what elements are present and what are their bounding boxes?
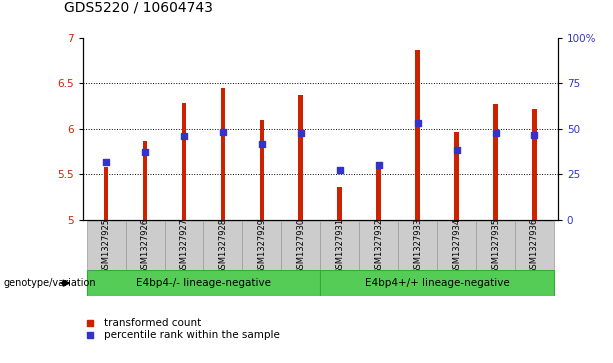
Bar — [86, 270, 321, 296]
Point — [101, 160, 111, 166]
Bar — [299, 95, 303, 220]
Text: GSM1327933: GSM1327933 — [413, 218, 422, 274]
Text: genotype/variation: genotype/variation — [3, 278, 96, 288]
Point — [257, 142, 267, 147]
Bar — [437, 221, 476, 270]
Text: E4bp4-/- lineage-negative: E4bp4-/- lineage-negative — [136, 278, 271, 288]
Text: transformed count: transformed count — [104, 318, 202, 328]
Text: GSM1327929: GSM1327929 — [257, 218, 267, 274]
Bar — [204, 221, 242, 270]
Text: GSM1327925: GSM1327925 — [102, 218, 110, 274]
Bar — [454, 132, 459, 220]
Text: GDS5220 / 10604743: GDS5220 / 10604743 — [64, 0, 213, 15]
Bar — [532, 109, 537, 220]
Point — [452, 147, 462, 153]
Point — [140, 150, 150, 155]
Point — [335, 167, 345, 172]
Bar — [164, 221, 204, 270]
Point — [296, 130, 306, 136]
Point — [85, 320, 95, 326]
Bar — [376, 167, 381, 220]
Text: GSM1327928: GSM1327928 — [218, 218, 227, 274]
Point — [218, 129, 228, 134]
Bar — [416, 50, 420, 220]
Bar — [321, 270, 554, 296]
Bar — [398, 221, 437, 270]
Bar — [281, 221, 321, 270]
Bar — [221, 88, 226, 220]
Point — [530, 132, 539, 138]
Text: percentile rank within the sample: percentile rank within the sample — [104, 330, 280, 340]
Bar — [104, 167, 109, 220]
Text: GSM1327931: GSM1327931 — [335, 218, 345, 274]
Point — [179, 133, 189, 139]
Bar — [359, 221, 398, 270]
Bar — [321, 221, 359, 270]
Text: GSM1327926: GSM1327926 — [140, 218, 150, 274]
Bar — [337, 187, 342, 220]
Bar — [86, 221, 126, 270]
Bar — [515, 221, 554, 270]
Point — [85, 332, 95, 338]
Point — [413, 121, 422, 126]
Point — [374, 162, 384, 168]
Bar — [493, 105, 498, 220]
Bar — [126, 221, 164, 270]
Bar — [143, 140, 147, 220]
Text: GSM1327930: GSM1327930 — [296, 218, 305, 274]
Bar — [476, 221, 515, 270]
Text: GSM1327935: GSM1327935 — [491, 218, 500, 274]
Text: GSM1327936: GSM1327936 — [530, 218, 539, 274]
Bar — [259, 120, 264, 220]
Text: GSM1327934: GSM1327934 — [452, 218, 461, 274]
Text: GSM1327932: GSM1327932 — [374, 218, 383, 274]
Text: GSM1327927: GSM1327927 — [180, 218, 189, 274]
Bar — [242, 221, 281, 270]
Bar — [181, 103, 186, 220]
Text: E4bp4+/+ lineage-negative: E4bp4+/+ lineage-negative — [365, 278, 509, 288]
Point — [490, 130, 500, 136]
